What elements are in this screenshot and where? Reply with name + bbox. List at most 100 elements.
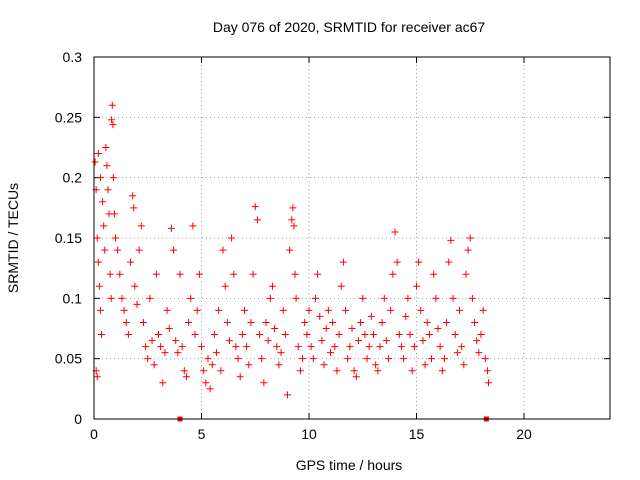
- plus-marker: [445, 258, 453, 266]
- plus-marker: [146, 294, 154, 302]
- data-point: [172, 337, 180, 345]
- plus-marker: [152, 270, 160, 278]
- data-point: [374, 367, 382, 375]
- data-point: [462, 270, 470, 278]
- plus-marker: [127, 258, 135, 266]
- plus-marker: [335, 331, 343, 339]
- plus-marker: [148, 337, 156, 345]
- data-point: [253, 216, 261, 224]
- plus-marker: [393, 258, 401, 266]
- chart-title: Day 076 of 2020, SRMTID for receiver ac6…: [213, 19, 486, 35]
- grid-lines: [94, 56, 610, 419]
- data-point: [133, 300, 141, 308]
- data-point: [440, 355, 448, 363]
- data-point: [159, 379, 167, 387]
- plus-marker: [232, 343, 240, 351]
- plus-marker: [348, 325, 356, 332]
- plus-marker: [241, 306, 248, 314]
- plus-marker: [122, 318, 130, 326]
- data-point: [342, 306, 350, 314]
- data-point: [96, 306, 104, 314]
- data-point: [359, 294, 367, 302]
- plus-marker: [191, 331, 199, 339]
- plus-marker: [485, 379, 493, 387]
- data-point: [208, 361, 216, 369]
- data-point: [230, 270, 238, 278]
- data-point: [400, 355, 408, 363]
- data-point: [180, 367, 188, 375]
- plus-marker: [413, 282, 420, 290]
- plus-marker: [281, 331, 289, 339]
- plus-marker: [98, 331, 106, 339]
- plus-marker: [99, 198, 107, 206]
- plus-marker: [109, 121, 117, 129]
- plus-marker: [404, 294, 412, 302]
- data-point: [129, 192, 137, 200]
- plus-marker: [163, 306, 171, 314]
- plus-marker: [322, 325, 330, 332]
- plus-marker: [378, 318, 386, 326]
- plus-marker: [262, 318, 270, 326]
- plus-marker: [124, 331, 132, 339]
- data-point: [110, 210, 118, 218]
- data-point: [307, 343, 315, 351]
- plus-marker: [230, 270, 238, 278]
- plus-marker: [423, 318, 431, 326]
- plus-marker: [258, 355, 266, 363]
- data-point: [202, 379, 210, 387]
- plus-marker: [144, 355, 152, 363]
- plus-marker: [238, 331, 246, 339]
- data-point: [91, 158, 99, 166]
- plus-marker: [428, 355, 436, 363]
- data-point: [289, 204, 297, 212]
- plus-marker: [363, 355, 371, 363]
- data-point: [473, 337, 481, 345]
- data-point: [200, 367, 208, 375]
- data-point: [468, 294, 476, 302]
- data-point: [284, 391, 291, 399]
- data-point: [148, 337, 156, 345]
- plus-marker: [408, 367, 416, 375]
- x-tick-label: 10: [301, 426, 317, 442]
- data-point: [268, 282, 276, 290]
- plus-marker: [251, 203, 259, 211]
- data-point: [109, 121, 117, 129]
- data-point: [232, 343, 240, 351]
- plus-marker: [247, 318, 255, 326]
- data-point: [170, 246, 178, 254]
- data-point: [135, 246, 143, 254]
- data-point: [130, 204, 138, 212]
- data-point: [425, 331, 433, 339]
- data-point: [475, 349, 483, 357]
- plus-marker: [200, 367, 208, 375]
- data-point: [234, 355, 242, 363]
- data-point: [395, 331, 403, 339]
- y-tick-label: 0.2: [63, 170, 83, 186]
- data-point: [264, 337, 272, 345]
- data-point: [258, 355, 266, 363]
- plus-marker: [277, 349, 285, 357]
- plus-marker: [129, 192, 137, 200]
- plus-marker: [451, 331, 459, 339]
- data-point: [174, 349, 182, 357]
- data-point: [318, 337, 326, 345]
- data-point: [213, 349, 221, 357]
- plus-marker: [292, 294, 300, 302]
- plus-marker: [296, 367, 304, 375]
- plus-marker: [483, 367, 491, 375]
- data-point: [142, 343, 150, 351]
- plus-marker: [432, 294, 440, 302]
- data-point: [387, 306, 395, 314]
- plus-marker: [217, 367, 225, 375]
- plus-marker: [150, 361, 158, 369]
- data-point: [357, 318, 365, 326]
- plus-marker: [130, 204, 138, 212]
- data-point: [152, 270, 160, 278]
- data-point: [350, 367, 358, 375]
- data-point: [415, 258, 423, 266]
- plus-marker: [324, 306, 332, 314]
- plus-marker: [331, 343, 339, 351]
- plus-marker: [204, 355, 212, 363]
- data-point: [380, 294, 388, 302]
